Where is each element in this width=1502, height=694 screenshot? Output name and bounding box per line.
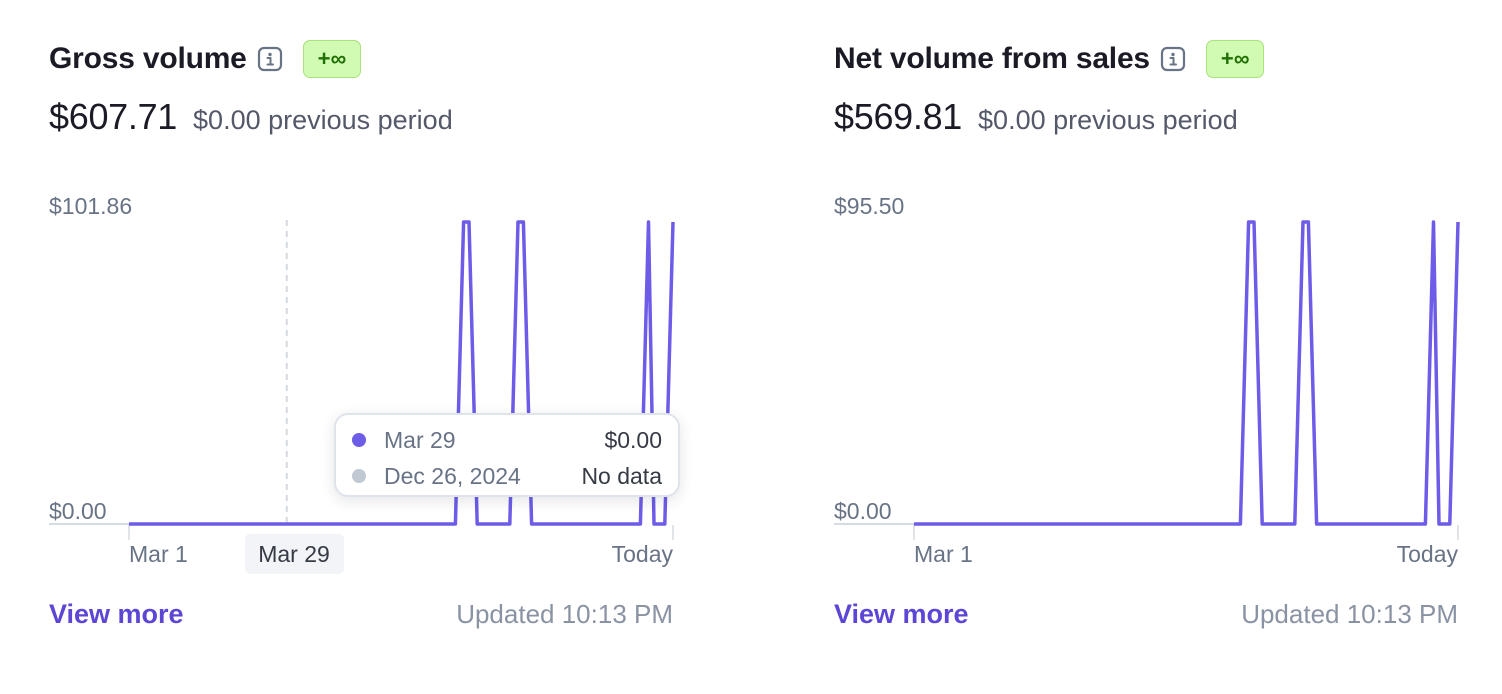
x-axis-hover-label: Mar 29	[258, 541, 330, 567]
y-axis-max-label: $101.86	[49, 193, 132, 219]
x-axis-start-label: Mar 1	[129, 541, 188, 567]
gross-volume-amount-row: $607.71 $0.00 previous period	[49, 96, 453, 146]
net-volume-header: Net volume from sales +∞	[834, 38, 1265, 80]
view-more-link[interactable]: View more	[49, 598, 184, 629]
updated-timestamp: Updated 10:13 PM	[456, 598, 673, 629]
net-volume-amount: $569.81	[834, 96, 963, 137]
x-axis-start-label: Mar 1	[914, 541, 973, 567]
previous-series-dot	[352, 469, 366, 483]
change-badge: +∞	[302, 40, 362, 78]
net-volume-panel: Net volume from sales +∞ $569.81 $0.00 p…	[834, 0, 1474, 694]
current-series-dot	[352, 433, 366, 447]
info-icon[interactable]	[1160, 46, 1186, 72]
updated-timestamp: Updated 10:13 PM	[1241, 598, 1458, 629]
net-volume-title: Net volume from sales	[834, 42, 1150, 75]
tooltip-previous-value: No data	[581, 462, 662, 489]
previous-period-amount: $0.00 previous period	[193, 105, 453, 135]
tooltip-row-current: Mar 29 $0.00	[352, 425, 662, 455]
tooltip-previous-date: Dec 26, 2024	[384, 462, 521, 489]
gross-volume-header: Gross volume +∞	[49, 38, 362, 80]
tooltip-current-date: Mar 29	[384, 426, 456, 453]
y-axis-max-label: $95.50	[834, 193, 904, 219]
info-icon[interactable]	[257, 46, 283, 72]
x-axis-end-label: Today	[612, 541, 674, 567]
previous-period-amount: $0.00 previous period	[978, 105, 1238, 135]
net-volume-footer: View more Updated 10:13 PM	[834, 596, 1458, 632]
gross-volume-title: Gross volume	[49, 42, 247, 75]
view-more-link[interactable]: View more	[834, 598, 969, 629]
gross-volume-footer: View more Updated 10:13 PM	[49, 596, 673, 632]
y-axis-min-label: $0.00	[49, 498, 107, 524]
tooltip-row-previous: Dec 26, 2024 No data	[352, 461, 662, 491]
tooltip-current-value: $0.00	[604, 426, 662, 453]
x-axis-end-label: Today	[1397, 541, 1459, 567]
gross-volume-chart[interactable]: $101.86 $0.00 Mar 1 Mar 29 Today	[49, 180, 689, 580]
net-volume-chart[interactable]: $95.50 $0.00 Mar 1 Today	[834, 180, 1474, 580]
gross-volume-amount: $607.71	[49, 96, 178, 137]
chart-tooltip: Mar 29 $0.00 Dec 26, 2024 No data	[334, 413, 680, 497]
net-volume-amount-row: $569.81 $0.00 previous period	[834, 96, 1238, 146]
hover-date-highlight	[245, 534, 344, 574]
change-badge: +∞	[1205, 40, 1265, 78]
gross-volume-panel: Gross volume +∞ $607.71 $0.00 previous p…	[49, 0, 689, 694]
series-line-current	[914, 220, 1460, 526]
y-axis-min-label: $0.00	[834, 498, 892, 524]
